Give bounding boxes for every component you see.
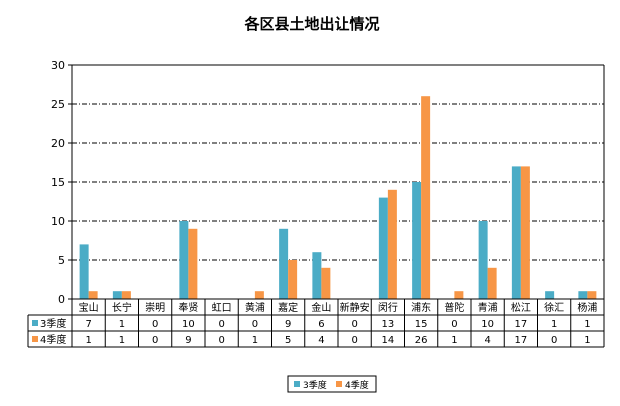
table-value: 10 xyxy=(481,319,494,330)
table-value: 0 xyxy=(218,335,224,346)
row-key-swatch xyxy=(32,320,38,326)
table-value: 5 xyxy=(285,335,291,346)
bar-3季度-徐汇 xyxy=(545,291,555,299)
y-axis: 0 5 10 15 20 25 30 xyxy=(51,59,605,306)
y-tick-label: 30 xyxy=(51,59,65,72)
table-value: 0 xyxy=(351,335,357,346)
table-value: 0 xyxy=(551,335,557,346)
category-label: 新静安 xyxy=(340,301,370,314)
table-value: 17 xyxy=(515,319,528,330)
category-label: 青浦 xyxy=(478,301,498,314)
category-label: 浦东 xyxy=(411,301,431,314)
table-value: 26 xyxy=(415,335,428,346)
table-value: 9 xyxy=(185,335,191,346)
category-label: 黄浦 xyxy=(245,301,265,314)
table-value: 0 xyxy=(351,319,357,330)
table-value: 1 xyxy=(252,335,258,346)
bar-4季度-杨浦 xyxy=(587,291,597,299)
category-label: 闵行 xyxy=(378,301,398,314)
chart-title: 各区县土地出让情况 xyxy=(243,15,379,33)
bar-4季度-黄浦 xyxy=(254,291,264,299)
table-value: 13 xyxy=(382,319,395,330)
bar-3季度-浦东 xyxy=(412,182,422,299)
y-tick-label: 5 xyxy=(58,254,65,267)
legend-box xyxy=(287,375,377,393)
bar-3季度-宝山 xyxy=(79,244,89,299)
legend-label: 4季度 xyxy=(345,379,369,391)
category-label: 金山 xyxy=(311,301,331,314)
bar-4季度-闵行 xyxy=(387,189,397,299)
table-value: 0 xyxy=(252,319,258,330)
table-value: 14 xyxy=(382,335,395,346)
bar-4季度-青浦 xyxy=(487,267,497,299)
table-value: 17 xyxy=(515,335,528,346)
table-value: 1 xyxy=(451,335,457,346)
bar-3季度-青浦 xyxy=(478,221,488,299)
table-value: 1 xyxy=(119,335,125,346)
bar-3季度-金山 xyxy=(312,252,322,299)
y-tick-label: 10 xyxy=(51,215,65,228)
category-label: 杨浦 xyxy=(577,301,597,314)
table-value: 10 xyxy=(182,319,195,330)
category-label: 长宁 xyxy=(112,301,132,314)
bar-4季度-宝山 xyxy=(88,291,98,299)
category-label: 崇明 xyxy=(145,302,165,314)
bar-4季度-浦东 xyxy=(421,96,431,299)
table-value: 15 xyxy=(415,319,428,330)
y-tick-label: 0 xyxy=(58,293,65,306)
table-value: 0 xyxy=(152,335,158,346)
table-value: 4 xyxy=(318,335,324,346)
table-value: 0 xyxy=(152,319,158,330)
category-label: 奉贤 xyxy=(178,301,198,314)
y-tick-label: 25 xyxy=(51,98,65,111)
legend-swatch xyxy=(294,381,300,387)
bar-4季度-普陀 xyxy=(454,291,464,299)
row-key-swatch xyxy=(32,336,38,342)
legend: 3季度 4季度 xyxy=(287,375,377,393)
table-value: 1 xyxy=(584,319,590,330)
category-label: 虹口 xyxy=(212,302,232,314)
table-value: 1 xyxy=(85,335,91,346)
table-value: 4 xyxy=(484,335,490,346)
bar-4季度-长宁 xyxy=(121,291,131,299)
y-tick-label: 15 xyxy=(51,176,65,189)
category-label: 徐汇 xyxy=(544,301,564,314)
table-value: 0 xyxy=(451,319,457,330)
table-value: 6 xyxy=(318,319,324,330)
legend-swatch xyxy=(336,381,342,387)
table-value: 1 xyxy=(584,335,590,346)
bar-3季度-嘉定 xyxy=(279,228,289,299)
table-value: 1 xyxy=(119,319,125,330)
bar-4季度-松江 xyxy=(520,166,530,299)
bar-4季度-金山 xyxy=(321,267,331,299)
table-value: 1 xyxy=(551,319,557,330)
category-label: 嘉定 xyxy=(278,301,298,314)
bar-3季度-松江 xyxy=(511,166,521,299)
row-label: 4季度 xyxy=(40,333,66,346)
legend-label: 3季度 xyxy=(303,379,327,391)
bars xyxy=(79,96,597,299)
category-label: 宝山 xyxy=(79,301,99,314)
bar-3季度-长宁 xyxy=(112,291,122,299)
category-label: 松江 xyxy=(511,301,531,314)
row-label: 3季度 xyxy=(40,317,66,330)
bar-3季度-杨浦 xyxy=(578,291,588,299)
bar-3季度-奉贤 xyxy=(179,221,189,299)
bar-4季度-嘉定 xyxy=(288,260,298,299)
table-value: 7 xyxy=(85,319,91,330)
table-value: 0 xyxy=(218,319,224,330)
bar-3季度-闵行 xyxy=(378,197,388,299)
category-label: 普陀 xyxy=(444,301,464,314)
y-tick-label: 20 xyxy=(51,137,65,150)
bar-4季度-奉贤 xyxy=(188,228,198,299)
table-value: 9 xyxy=(285,319,291,330)
